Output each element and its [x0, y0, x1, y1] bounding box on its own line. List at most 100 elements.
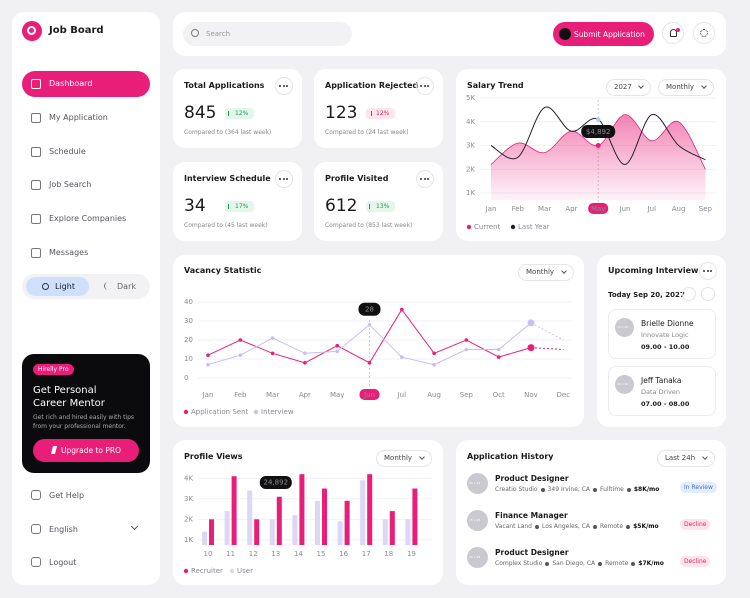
- avatar: [467, 547, 488, 568]
- separator: [540, 487, 545, 492]
- job-location: Los Angeles, CA: [541, 523, 590, 530]
- avatar: [615, 375, 634, 394]
- nav-item[interactable]: My Application: [49, 112, 108, 122]
- bell-icon: [670, 29, 677, 37]
- stat-title: Application Rejected: [325, 81, 419, 90]
- stat-change: 12%: [376, 110, 390, 117]
- job-location: San Diego, CA: [552, 560, 596, 567]
- year-select-label: 2027: [614, 83, 632, 91]
- footer-item[interactable]: Logout: [49, 558, 77, 567]
- job-type: Remote: [605, 560, 629, 567]
- interview-item[interactable]: [608, 366, 716, 416]
- change-badge: [225, 108, 254, 119]
- job-role: Finance Manager: [495, 511, 568, 520]
- stat-note: Compared to (45 last week): [184, 222, 268, 229]
- promo-text: Get rich and hired easily with tips from…: [33, 414, 135, 430]
- stat-change: 12%: [235, 110, 249, 117]
- avatar-label: 45 x 45: [469, 518, 481, 522]
- avatar-label: 40 x 40: [617, 325, 629, 329]
- card-title: Application History: [467, 452, 554, 461]
- promo-button[interactable]: [33, 439, 139, 462]
- brand-name: Job Board: [49, 25, 104, 36]
- more-button[interactable]: [275, 170, 293, 188]
- change-badge: [366, 201, 395, 212]
- next-button[interactable]: [701, 287, 715, 301]
- period-select[interactable]: [658, 79, 714, 96]
- separator: [631, 561, 636, 566]
- search-box[interactable]: [183, 22, 352, 46]
- period-select-label: Monthly: [666, 83, 695, 91]
- dot: [427, 85, 429, 87]
- nav-icon: [31, 79, 41, 89]
- more-button[interactable]: [416, 170, 434, 188]
- theme-light[interactable]: [26, 277, 89, 296]
- footer-icon: [31, 523, 41, 534]
- dot: [282, 178, 285, 180]
- stat-value: 845: [184, 103, 217, 123]
- nav-item[interactable]: Messages: [49, 248, 89, 257]
- change-arrow: [228, 204, 231, 209]
- dot: [423, 85, 426, 87]
- change-arrow: [369, 111, 372, 116]
- footer-icon: [31, 557, 41, 567]
- nav-item[interactable]: Schedule: [49, 146, 86, 156]
- stat-value: 34: [184, 196, 206, 216]
- avatar-label: 45 x 45: [469, 555, 481, 559]
- interview-name: Jeff Tanaka: [641, 376, 682, 385]
- stat-title: Interview Schedule: [184, 174, 271, 183]
- dot: [282, 85, 285, 87]
- promo-button-label: Upgrade to PRO: [61, 446, 121, 455]
- period-select[interactable]: [657, 450, 715, 467]
- job-salary: $7K/mo: [638, 560, 664, 567]
- moon-icon: [104, 282, 112, 290]
- job-type: Remote: [599, 523, 624, 530]
- interview-company: Data Driven: [641, 388, 681, 396]
- interview-item[interactable]: [608, 309, 716, 359]
- chart-title: Vacancy Statistic: [184, 266, 262, 275]
- nav-icon: [31, 112, 41, 123]
- change-arrow: [228, 111, 231, 116]
- avatar: [467, 510, 488, 531]
- job-meta: Complex Studio San Diego, CA Remote $7K/mo: [495, 560, 664, 567]
- nav-icon: [31, 146, 41, 157]
- plus-icon: [559, 28, 571, 40]
- avatar: [615, 318, 634, 337]
- period-select-label: Monthly: [384, 454, 413, 462]
- footer-item[interactable]: English: [49, 524, 78, 534]
- stat-change: 13%: [376, 203, 390, 210]
- prev-button[interactable]: [682, 287, 696, 301]
- more-button[interactable]: [275, 77, 293, 95]
- job-location: 349 Irvine, CA: [547, 486, 591, 493]
- nav-icon: [31, 214, 41, 225]
- settings-button[interactable]: [693, 22, 715, 44]
- stat-title: Profile Visited: [325, 174, 389, 183]
- nav-item[interactable]: Dashboard: [49, 79, 93, 88]
- promo-badge: Hirelly Pro: [33, 364, 74, 375]
- nav-item[interactable]: Explore Companies: [49, 214, 127, 224]
- bell-dot: [676, 28, 680, 32]
- separator: [545, 561, 550, 566]
- views-card: [173, 440, 443, 585]
- avatar-label: 40 x 40: [617, 382, 629, 386]
- nav-active[interactable]: [22, 71, 150, 97]
- dot: [706, 270, 709, 272]
- stat-note: Compared to (364 last week): [184, 129, 272, 136]
- year-select[interactable]: [606, 79, 651, 96]
- bell-button[interactable]: [662, 22, 684, 44]
- period-select-label: Monthly: [526, 268, 555, 276]
- nav-item[interactable]: Job Search: [49, 180, 92, 190]
- chart-title: Profile Views: [184, 452, 243, 461]
- dot: [279, 85, 281, 87]
- more-button[interactable]: [416, 77, 434, 95]
- separator: [593, 487, 598, 492]
- period-select[interactable]: [376, 450, 432, 467]
- more-button[interactable]: [699, 262, 717, 280]
- card-title: Upcoming Interview: [608, 266, 699, 275]
- interview-time: 07.00 - 08.00: [641, 400, 690, 408]
- stat-value: 612: [325, 196, 358, 216]
- footer-item[interactable]: Get Help: [49, 491, 85, 500]
- avatar: [467, 473, 488, 494]
- period-select[interactable]: [518, 264, 574, 281]
- stat-note: Compared to (853 last week): [325, 222, 413, 229]
- dot: [710, 270, 712, 272]
